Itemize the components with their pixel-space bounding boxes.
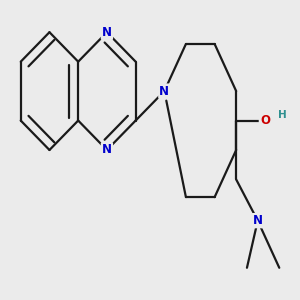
Text: N: N xyxy=(253,214,263,227)
Text: N: N xyxy=(102,26,112,39)
Text: N: N xyxy=(159,85,170,98)
Text: O: O xyxy=(260,114,270,127)
Text: H: H xyxy=(278,110,287,120)
Text: N: N xyxy=(102,143,112,157)
